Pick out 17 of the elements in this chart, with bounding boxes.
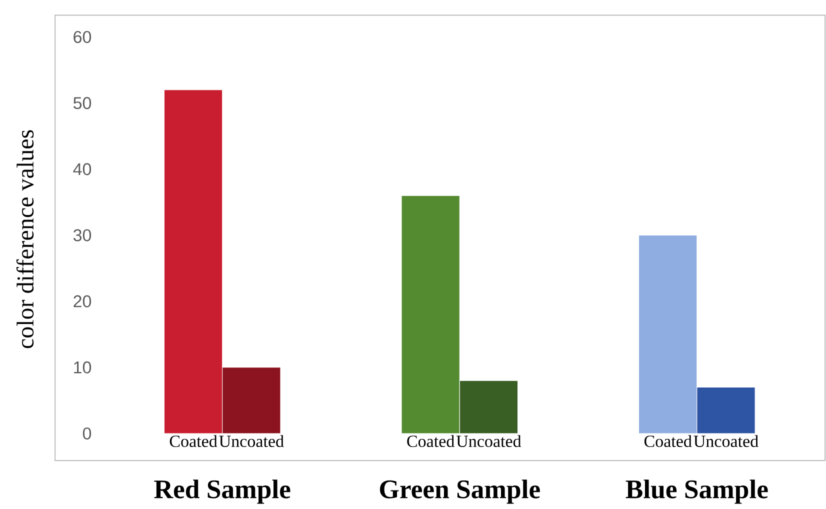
y-tick-label: 0 <box>82 428 92 440</box>
series-label: Uncoated <box>219 435 284 448</box>
text: Uncoated <box>456 435 522 448</box>
x-tick-label: Blue Sample <box>626 480 768 504</box>
y-tick-label: 50 <box>73 97 92 110</box>
text: Coated <box>644 435 692 448</box>
x-tick-label: Green Sample <box>380 480 540 504</box>
text: Coated <box>407 435 454 448</box>
series-label: Coated <box>170 435 218 448</box>
y-tick-label: 10 <box>74 362 92 374</box>
y-tick-label: 30 <box>73 229 92 242</box>
y-tick-label: 40 <box>73 163 92 176</box>
y-tick-label: 20 <box>74 296 92 308</box>
x-tick-label: Red Sample <box>154 480 290 504</box>
y-axis-title: color difference values <box>16 130 34 348</box>
y-tick-label: 60 <box>74 31 92 44</box>
text: Uncoated <box>694 435 758 448</box>
